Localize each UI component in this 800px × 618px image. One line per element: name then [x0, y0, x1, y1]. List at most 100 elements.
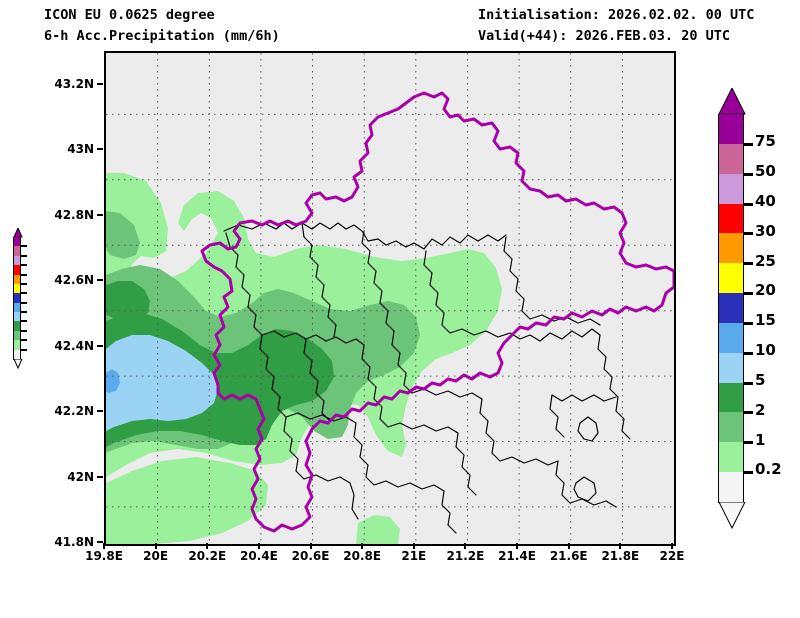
colorbar-band [13, 255, 21, 266]
precip-contour-fills [106, 173, 502, 544]
y-axis-tick-mark [97, 279, 103, 282]
colorbar-band [13, 246, 21, 257]
x-axis-tick-label: 20.8E [343, 549, 382, 563]
colorbar-tick-mark [21, 245, 27, 248]
x-axis-tick-mark [567, 543, 570, 549]
y-axis-tick-mark [97, 541, 103, 543]
colorbar-tick-mark [21, 292, 27, 295]
colorbar-band [13, 349, 21, 360]
model-name-label: ICON EU 0.0625 degree [44, 7, 215, 23]
colorbar-band [718, 143, 744, 175]
colorbar-tick-label: 50 [755, 161, 776, 180]
colorbar-tick-mark [21, 264, 27, 267]
colorbar-tick-mark [21, 254, 27, 257]
colorbar-band [718, 203, 744, 234]
colorbar-tick-mark [21, 301, 27, 304]
map-gridlines [106, 53, 674, 544]
colorbar-tick-label: 10 [755, 341, 776, 360]
initialisation-label: Initialisation: 2026.02.02. 00 UTC [478, 7, 755, 23]
colorbar-tick-mark [21, 273, 27, 276]
country-border-kosovo [200, 91, 674, 533]
admin-boundaries [223, 222, 631, 534]
x-axis-tick-mark [671, 543, 673, 549]
colorbar-tick-mark [744, 381, 753, 385]
colorbar-tick-mark [744, 172, 753, 176]
y-axis-tick-mark [97, 148, 103, 151]
precip-band-10-15 [106, 369, 120, 393]
colorbar-tick-mark [21, 311, 27, 314]
x-axis-tick-label: 20.2E [188, 549, 227, 563]
colorbar-band [13, 283, 21, 294]
x-axis-tick-label: 20.4E [240, 549, 278, 563]
colorbar-band [718, 293, 744, 324]
colorbar-under-arrow [718, 502, 746, 529]
colorbar-tick-mark [744, 351, 753, 355]
x-axis-tick-mark [257, 543, 260, 549]
x-axis-tick-mark [516, 543, 519, 549]
y-axis-tick-mark [97, 410, 103, 413]
colorbar-band [718, 173, 744, 205]
colorbar-tick-label: 75 [755, 132, 776, 151]
y-axis-tick-label: 43N [67, 142, 94, 157]
y-axis-tick-label: 41.8N [54, 535, 94, 549]
x-axis-tick-mark [154, 543, 157, 549]
colorbar-tick-label: 0.2 [755, 460, 782, 479]
x-axis-tick-label: 22E [659, 549, 685, 563]
colorbar-tick-mark [21, 348, 27, 351]
colorbar-band [13, 265, 21, 276]
x-axis-tick-mark [464, 543, 467, 549]
y-axis-tick-mark [97, 213, 103, 216]
colorbar-band [718, 412, 744, 443]
field-name-label: 6-h Acc.Precipitation (mm/6h) [44, 28, 280, 44]
x-axis-tick-mark [619, 543, 622, 549]
colorbar-tick-label: 30 [755, 221, 776, 240]
colorbar-tick-mark [744, 202, 753, 206]
colorbar-band [718, 322, 744, 354]
colorbar-legend: 75 50 40 30 25 20 15 10 5 2 1 0.2 [718, 88, 798, 529]
colorbar-tick-mark [21, 282, 27, 285]
colorbar-tick-label: 20 [755, 281, 776, 300]
colorbar-tick-mark [21, 320, 27, 323]
colorbar-band [718, 352, 744, 384]
colorbar-tick-mark [744, 321, 753, 325]
colorbar-band [13, 237, 21, 247]
colorbar-band [13, 302, 21, 313]
precip-band-0.2-1-south [356, 515, 400, 544]
y-axis-tick-label: 42.8N [54, 207, 94, 222]
colorbar-band [13, 330, 21, 341]
colorbar-band [13, 274, 21, 285]
y-axis-tick-label: 42.6N [54, 273, 94, 288]
colorbar-tick-label: 15 [755, 311, 776, 330]
colorbar-tick-mark [744, 232, 753, 236]
x-axis-tick-label: 20E [143, 549, 169, 563]
x-axis-tick-label: 19.8E [85, 549, 123, 563]
valid-time-label: Valid(+44): 2026.FEB.03. 20 UTC [478, 28, 730, 44]
x-axis-tick-mark [103, 543, 105, 549]
colorbar-over-arrow [718, 88, 746, 115]
colorbar-tick-mark [744, 292, 753, 296]
colorbar-tick-label: 25 [755, 251, 776, 270]
colorbar-band [13, 340, 21, 351]
colorbar-band [13, 321, 21, 332]
y-axis-tick-mark [97, 344, 103, 347]
x-axis-tick-label: 21.6E [549, 549, 588, 563]
colorbar-tick-mark [744, 411, 753, 415]
colorbar-band [718, 382, 744, 414]
colorbar-tick-mark [21, 329, 27, 332]
colorbar-tick-mark [744, 142, 753, 146]
colorbar-band [13, 312, 21, 323]
colorbar-band [718, 263, 744, 294]
colorbar-tick-mark [21, 339, 27, 342]
x-axis-tick-label: 21E [401, 549, 427, 563]
precipitation-map [106, 53, 674, 544]
colorbar-legend-mini [13, 228, 47, 369]
colorbar-tick-mark [744, 441, 753, 445]
map-plot-area [104, 51, 676, 546]
y-axis-tick-mark [97, 82, 103, 85]
y-axis-tick-label: 42N [67, 469, 94, 484]
precip-band-0.2-1-sw [106, 457, 268, 544]
colorbar-under-arrow [13, 359, 23, 369]
precip-band-2-5 [106, 281, 150, 321]
colorbar-band [718, 233, 744, 264]
